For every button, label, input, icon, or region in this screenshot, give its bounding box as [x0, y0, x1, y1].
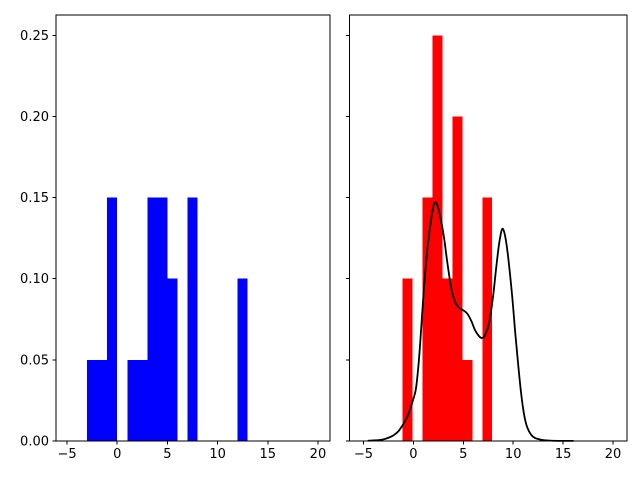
x-tick-label: 0: [409, 447, 417, 462]
histogram-bar: [482, 197, 493, 441]
x-tick-label: 20: [310, 447, 327, 462]
y-tick-label: 0.00: [20, 435, 49, 450]
y-tick-label: 0.05: [20, 353, 49, 368]
histogram-bar: [157, 197, 168, 441]
kde-density-curve: [367, 201, 574, 442]
x-tick-label: −5: [354, 447, 373, 462]
histogram-bar: [137, 359, 148, 441]
x-tick-label: 10: [209, 447, 226, 462]
left-panel-y-axis: 0.00 0.05 0.10 0.15 0.20 0.25: [20, 29, 56, 450]
x-tick-label: 15: [555, 447, 572, 462]
x-tick-label: 15: [259, 447, 276, 462]
y-tick-label: 0.20: [20, 110, 49, 125]
histogram-bar: [87, 359, 98, 441]
histogram-bar: [107, 197, 118, 441]
axes-box: [349, 14, 628, 442]
x-tick-label: 5: [459, 447, 467, 462]
histogram-bar: [237, 278, 248, 441]
y-tick-label: 0.25: [20, 29, 49, 44]
left-panel-bars: [87, 197, 248, 441]
right-panel: −5 0 5 10 15 20: [346, 14, 628, 462]
histogram-bar: [187, 197, 198, 441]
axes-box: [55, 14, 331, 442]
histogram-bar: [422, 197, 433, 441]
right-panel-bars: [402, 35, 493, 442]
left-panel: −5 0 5 10 15 20 0.00 0.05 0.10 0.15 0.20 0.25: [20, 14, 331, 462]
histogram-bar: [97, 359, 108, 441]
y-tick-label: 0.15: [20, 191, 49, 206]
histogram-bar: [432, 35, 443, 441]
x-tick-label: 10: [505, 447, 522, 462]
right-panel-x-axis: −5 0 5 10 15 20: [354, 441, 621, 462]
right-panel-y-axis: [346, 34, 350, 442]
histogram-bar: [462, 359, 473, 441]
histogram-bar: [402, 278, 413, 441]
x-tick-label: 0: [113, 447, 121, 462]
x-tick-label: −5: [57, 447, 76, 462]
left-panel-x-axis: −5 0 5 10 15 20: [57, 441, 326, 462]
x-tick-label: 5: [163, 447, 171, 462]
histogram-bar: [147, 197, 158, 441]
y-tick-label: 0.10: [20, 272, 49, 287]
histogram-bar: [167, 278, 178, 441]
histogram-bar: [452, 116, 463, 442]
histogram-bar: [442, 278, 453, 441]
x-tick-label: 20: [605, 447, 622, 462]
histogram-bar: [127, 359, 138, 441]
